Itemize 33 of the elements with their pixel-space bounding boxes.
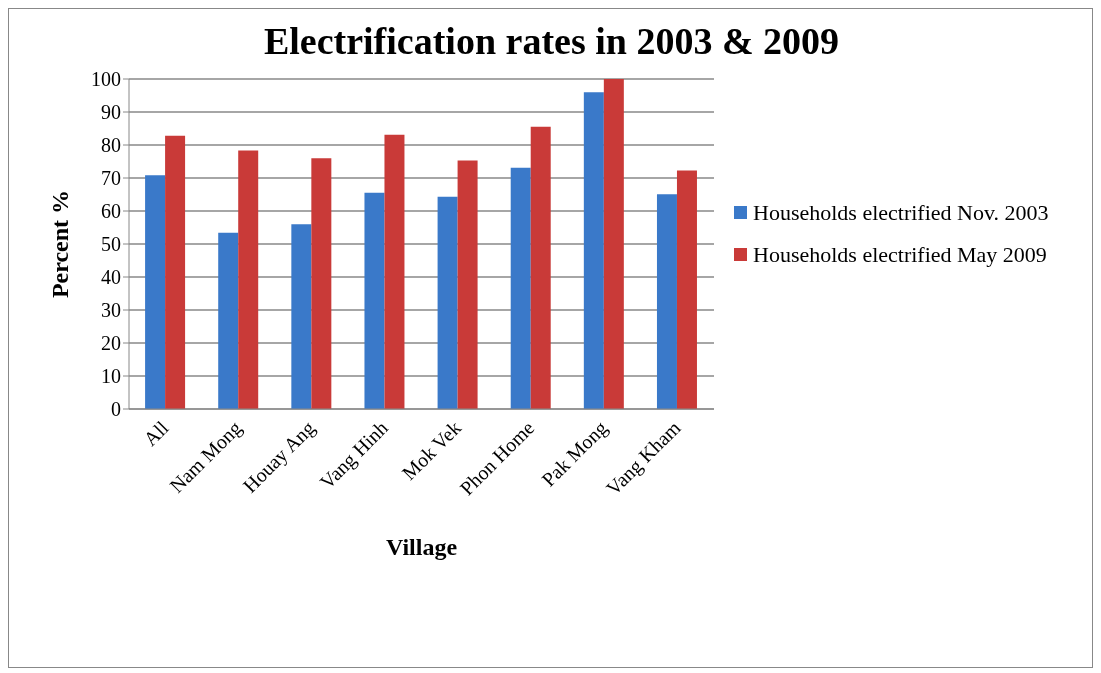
chart-title: Electrification rates in 2003 & 2009 <box>262 19 841 63</box>
bar <box>656 194 677 409</box>
y-tick-label: 0 <box>111 398 121 421</box>
y-tick-label: 40 <box>101 266 121 289</box>
y-tick-label: 10 <box>101 365 121 388</box>
bar <box>437 196 458 409</box>
bar <box>676 170 697 409</box>
bar <box>583 92 604 409</box>
bar <box>603 79 624 409</box>
x-tick-label: All <box>139 416 173 451</box>
bar <box>238 150 259 409</box>
bar <box>311 158 332 409</box>
y-tick-label: 20 <box>101 332 121 355</box>
bar <box>457 160 478 409</box>
y-tick-label: 100 <box>91 68 121 91</box>
y-tick-label: 90 <box>101 101 121 124</box>
bar <box>218 232 239 409</box>
y-tick-label: 30 <box>101 299 121 322</box>
y-tick-label: 70 <box>101 167 121 190</box>
legend-label: Households electrified Nov. 2003 <box>753 199 1049 227</box>
bar <box>291 224 312 409</box>
legend-label: Households electrified May 2009 <box>753 241 1047 269</box>
bar <box>165 135 186 409</box>
y-axis-title: Percent % <box>46 189 73 299</box>
y-tick-label: 80 <box>101 134 121 157</box>
x-axis-title: Village <box>385 534 458 560</box>
bar <box>364 192 385 409</box>
bar <box>530 126 551 409</box>
bar <box>145 175 166 409</box>
bar <box>510 167 531 409</box>
y-tick-label: 60 <box>101 200 121 223</box>
y-tick-label: 50 <box>101 233 121 256</box>
bar <box>384 134 405 409</box>
